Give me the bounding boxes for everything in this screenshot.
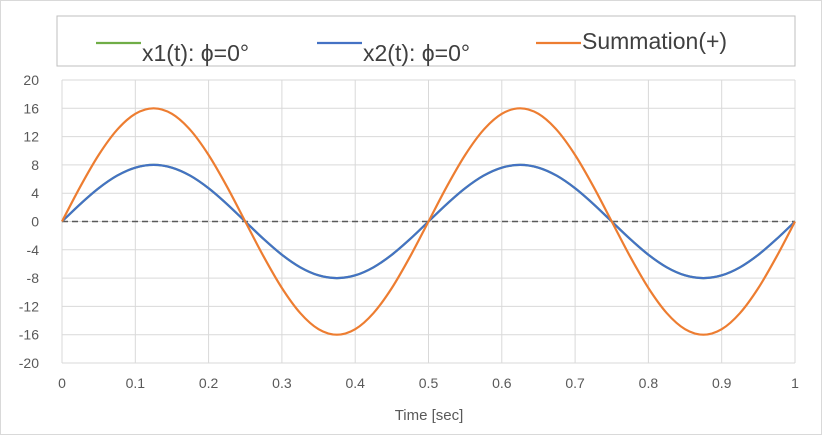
y-tick-label: 8 bbox=[31, 157, 39, 173]
x-tick-label: 0.5 bbox=[419, 375, 439, 391]
x-tick-label: 1 bbox=[791, 375, 799, 391]
x-tick-label: 0.9 bbox=[712, 375, 732, 391]
x-tick-label: 0.6 bbox=[492, 375, 512, 391]
y-tick-label: -8 bbox=[27, 270, 40, 286]
y-tick-label: 4 bbox=[31, 185, 39, 201]
y-tick-label: -16 bbox=[19, 327, 39, 343]
y-tick-label: 12 bbox=[23, 129, 39, 145]
y-tick-label: -20 bbox=[19, 355, 39, 371]
legend-label-summation: Summation(+) bbox=[582, 28, 727, 54]
y-tick-label: -12 bbox=[19, 298, 39, 314]
series-layer bbox=[61, 107, 796, 336]
x-tick-labels: 0 0.1 0.2 0.3 0.4 0.5 0.6 0.7 0.8 0.9 1 bbox=[58, 375, 799, 391]
y-tick-labels: 20 16 12 8 4 0 -4 -8 -12 -16 -20 bbox=[19, 72, 39, 371]
x-tick-label: 0.4 bbox=[345, 375, 365, 391]
legend-label-x2: x2(t): ϕ=0° bbox=[363, 40, 470, 66]
y-tick-label: 20 bbox=[23, 72, 39, 88]
x-tick-label: 0.1 bbox=[126, 375, 146, 391]
y-tick-label: 0 bbox=[31, 214, 39, 230]
legend-box bbox=[56, 15, 796, 67]
series-line-summation bbox=[61, 107, 796, 336]
x-tick-label: 0 bbox=[58, 375, 66, 391]
y-tick-label: 16 bbox=[23, 100, 39, 116]
x-tick-label: 0.8 bbox=[639, 375, 659, 391]
y-tick-label: -4 bbox=[27, 242, 40, 258]
legend-label-x1: x1(t): ϕ=0° bbox=[142, 40, 249, 66]
x-tick-label: 0.3 bbox=[272, 375, 292, 391]
x-tick-label: 0.7 bbox=[565, 375, 585, 391]
x-axis-title: Time [sec] bbox=[395, 407, 464, 424]
x-tick-label: 0.2 bbox=[199, 375, 219, 391]
legend: x1(t): ϕ=0° x2(t): ϕ=0° Summation(+) bbox=[56, 15, 796, 67]
